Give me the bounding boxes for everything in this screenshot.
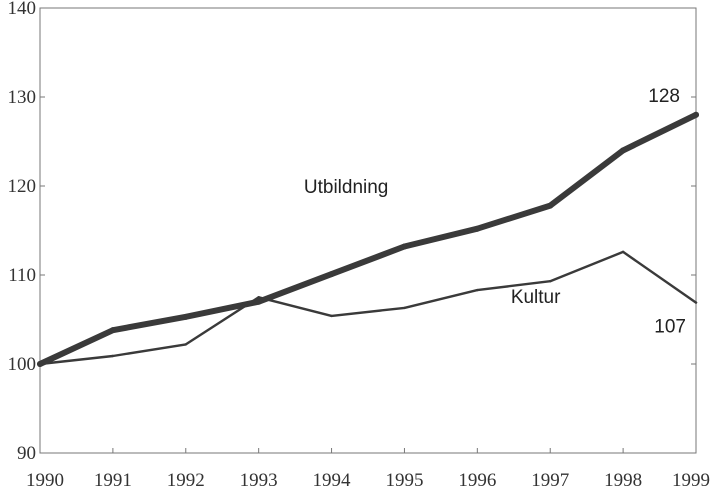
data-point (474, 225, 481, 232)
x-tick-label: 1997 (531, 470, 569, 491)
x-tick-label: 1992 (167, 470, 205, 491)
series-layer (37, 111, 699, 367)
series-line-utbildning (37, 111, 699, 367)
data-point (37, 361, 43, 367)
x-tick-label: 1995 (385, 470, 423, 491)
data-point (184, 343, 187, 346)
x-axis: 1990 1991 1992 1993 1994 1995 1996 1997 1998 1999 (26, 448, 710, 491)
x-tick-label: 1991 (94, 470, 132, 491)
data-point (109, 327, 116, 334)
x-tick-label: 1999 (672, 470, 710, 491)
y-tick-label: 140 (8, 0, 37, 19)
data-point (182, 313, 189, 320)
data-point (401, 243, 408, 250)
series-label-utbildning: Utbildning (304, 177, 389, 198)
series-line-kultur (38, 250, 698, 366)
data-point (257, 296, 260, 299)
end-value-label-kultur: 107 (654, 317, 686, 338)
end-value-label-utbildning: 128 (648, 86, 680, 107)
data-point (621, 250, 625, 254)
data-point (328, 271, 335, 278)
y-axis: 90 100 110 120 130 140 (8, 0, 696, 464)
data-point (330, 314, 333, 318)
plot-frame (39, 7, 697, 454)
y-tick-label: 110 (8, 265, 36, 286)
x-tick-label: 1990 (26, 470, 64, 491)
data-point (255, 298, 262, 305)
data-point (549, 280, 552, 283)
x-tick-label: 1998 (604, 470, 642, 491)
data-point (547, 202, 554, 209)
y-tick-label: 90 (17, 443, 36, 464)
data-point (476, 288, 479, 292)
data-point (111, 354, 115, 358)
y-tick-label: 120 (8, 176, 37, 197)
data-point (694, 301, 698, 304)
labels-layer: Utbildning 128 Kultur 107 (304, 86, 686, 338)
x-tick-label: 1996 (458, 470, 496, 491)
y-tick-label: 130 (8, 87, 37, 108)
x-tick-label: 1993 (240, 470, 278, 491)
y-tick-label: 100 (8, 354, 37, 375)
series-label-kultur: Kultur (511, 287, 561, 308)
data-point (620, 147, 627, 154)
data-point (693, 111, 699, 118)
x-tick-label: 1994 (313, 470, 352, 491)
data-point (403, 306, 406, 310)
